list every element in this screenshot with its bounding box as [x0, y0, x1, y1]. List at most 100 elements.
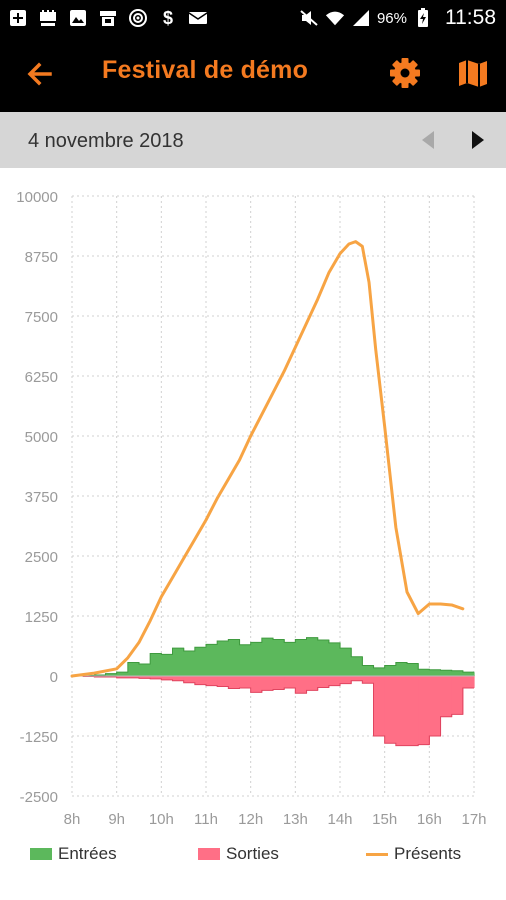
- sorties-bar: [429, 676, 442, 736]
- entrees-bar: [183, 651, 196, 676]
- sorties-bar: [161, 676, 174, 680]
- app-toolbar: Festival de démo: [0, 36, 506, 112]
- entrees-bar: [150, 653, 162, 676]
- previous-day-button[interactable]: [414, 126, 442, 154]
- legend-label: Présents: [394, 844, 462, 863]
- next-day-button[interactable]: [464, 126, 492, 154]
- gear-icon[interactable]: [388, 56, 422, 90]
- sorties-bar: [407, 676, 419, 746]
- dollar-icon: $: [158, 8, 178, 28]
- x-tick-label: 15h: [372, 811, 397, 828]
- legend-label: Sorties: [226, 844, 279, 863]
- entrees-bar: [351, 656, 363, 676]
- sorties-bar: [317, 676, 330, 688]
- entrees-bar: [284, 642, 296, 676]
- y-tick-label: -1250: [20, 729, 58, 746]
- x-tick-label: 16h: [417, 811, 442, 828]
- sorties-outline: [72, 675, 474, 747]
- battery-percent: 96%: [376, 9, 407, 27]
- arrow-left-icon[interactable]: [22, 56, 58, 92]
- entrees-bar: [139, 664, 151, 676]
- wifi-icon: [325, 9, 345, 27]
- sorties-bar: [228, 676, 241, 689]
- battery-icon: [413, 8, 433, 27]
- current-date: 4 novembre 2018: [28, 130, 184, 152]
- add-box-icon: [8, 9, 28, 27]
- sorties-bar: [440, 676, 453, 717]
- sorties-bar: [451, 676, 464, 715]
- sorties-bar: [462, 676, 475, 688]
- chevron-left-icon: [422, 131, 434, 149]
- y-tick-label: 6250: [25, 369, 58, 386]
- entrees-bar: [217, 640, 229, 676]
- notification-icons: $: [8, 6, 208, 30]
- legend-presents[interactable]: Présents: [366, 844, 461, 864]
- legend-label: Entrées: [58, 844, 117, 863]
- entrees-bar: [373, 667, 386, 676]
- sorties-bar: [250, 676, 263, 693]
- mute-icon: [299, 9, 319, 27]
- entrees-bar: [429, 669, 442, 676]
- entrees-bar: [116, 672, 129, 676]
- legend-swatch: [30, 848, 52, 860]
- sorties-bar: [139, 676, 151, 679]
- entrees-bar: [250, 642, 263, 676]
- sorties-bar: [295, 676, 308, 694]
- entrees-bar: [418, 669, 430, 676]
- x-tick-label: 9h: [108, 811, 125, 828]
- date-navigation-bar: 4 novembre 2018: [0, 112, 506, 168]
- x-tick-label: 14h: [327, 811, 352, 828]
- entrees-bar: [407, 663, 419, 676]
- x-tick-label: 10h: [149, 811, 174, 828]
- sorties-bar: [373, 676, 386, 736]
- entrees-bar: [295, 639, 308, 676]
- entrees-bar: [127, 662, 140, 676]
- sorties-bar: [273, 676, 285, 690]
- entrees-bar: [206, 644, 218, 676]
- sorties-bar: [127, 676, 140, 678]
- y-tick-label: 2500: [25, 549, 58, 566]
- attendance-chart: 10000 8750 7500 6250 5000 3750 2500 1250 0 -1250 -…: [0, 168, 506, 900]
- legend-entrees[interactable]: Entrées: [30, 844, 117, 864]
- entrees-bar: [228, 639, 241, 676]
- entrees-bar: [328, 642, 341, 676]
- y-tick-label: 1250: [25, 609, 58, 626]
- entrees-bar: [306, 637, 319, 676]
- sorties-bar: [206, 676, 218, 686]
- sorties-bar: [340, 676, 352, 684]
- sorties-bar: [116, 676, 129, 678]
- entrees-bar: [239, 644, 252, 676]
- x-tick-label: 17h: [461, 811, 486, 828]
- presents-line: [70, 240, 465, 678]
- y-tick-label: 5000: [25, 429, 58, 446]
- svg-text:$: $: [163, 8, 173, 28]
- entrees-bar: [105, 673, 118, 676]
- entrees-bar: [362, 665, 375, 676]
- sorties-bar: [306, 676, 319, 691]
- legend-swatch: [366, 852, 388, 856]
- sorties-bar: [261, 676, 274, 691]
- x-tick-label: 8h: [64, 811, 81, 828]
- entrees-outline: [72, 637, 474, 677]
- system-status: 96% 11:58: [299, 5, 496, 31]
- y-tick-label: 0: [50, 669, 58, 686]
- sorties-bar: [362, 676, 375, 684]
- sorties-bar: [328, 676, 341, 686]
- target-icon: [128, 9, 148, 27]
- entrees-bar: [317, 640, 330, 676]
- entrees-bar: [451, 670, 464, 676]
- x-tick-label: 13h: [283, 811, 308, 828]
- image-icon: [68, 9, 88, 27]
- y-tick-label: 3750: [25, 489, 58, 506]
- legend-sorties[interactable]: Sorties: [198, 844, 279, 864]
- mail-icon: [188, 9, 208, 27]
- entrees-bar: [172, 648, 185, 676]
- sorties-bar: [194, 676, 207, 685]
- sorties-bar: [384, 676, 397, 744]
- entrees-bar: [395, 662, 408, 676]
- page-title: Festival de démo: [102, 56, 309, 84]
- entrees-bar: [261, 638, 274, 676]
- map-icon[interactable]: [456, 56, 490, 90]
- status-bar: $ 96% 11:58: [0, 0, 506, 36]
- entrees-bar: [273, 639, 285, 676]
